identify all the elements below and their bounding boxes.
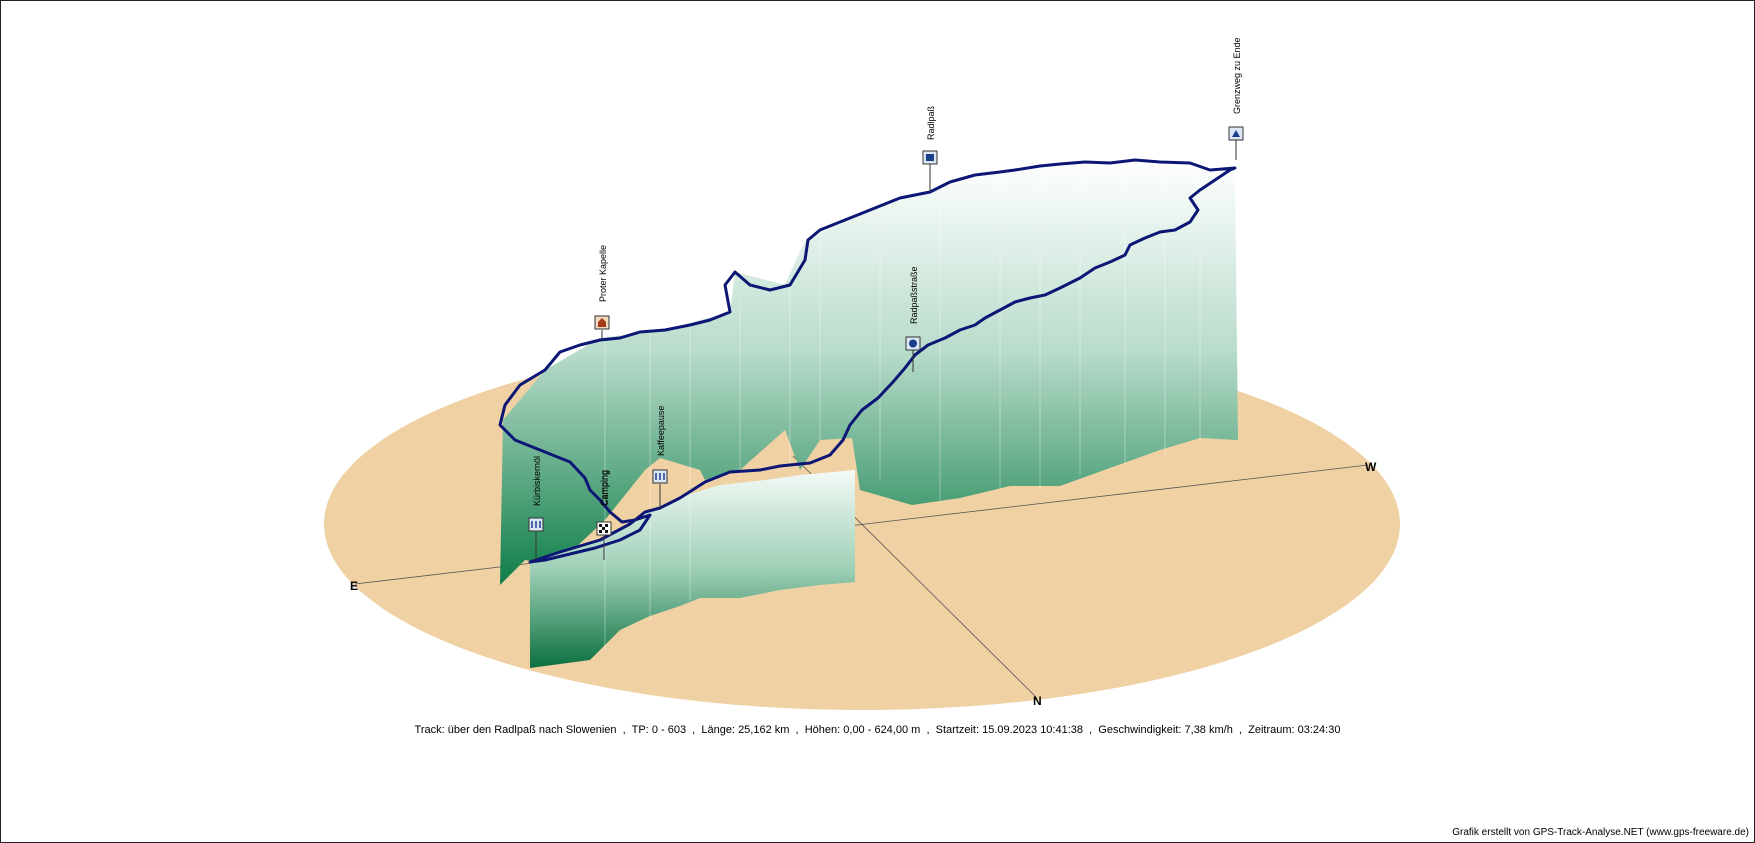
waypoint-label: Radlpaß — [926, 105, 936, 140]
summit-icon-glyph — [1232, 130, 1240, 137]
start-label: Startzeit: — [935, 724, 980, 736]
track-stats-line: Track: über den Radlpaß nach Slowenien ,… — [414, 724, 1341, 736]
restaurant-icon-glyph — [531, 521, 541, 528]
waypoint-label: Camping — [599, 470, 609, 506]
duration-label: Zeitraum: — [1248, 724, 1295, 736]
length-value: 25,162 km — [738, 724, 790, 736]
track-label: Track: — [414, 724, 445, 736]
waypoint-radlpass[interactable]: Radlpaß — [922, 105, 938, 192]
waypoint-grenzweg[interactable]: Grenzweg zu Ende — [1228, 37, 1244, 160]
heights-value: 0,00 - 624,00 m — [843, 724, 921, 736]
credit-text[interactable]: Grafik erstellt von GPS-Track-Analyse.NE… — [1452, 827, 1749, 838]
wall-column-shading — [604, 160, 1201, 650]
compass-west: W — [1365, 460, 1377, 474]
waypoint-kaffeepause[interactable]: Kaffeepause — [652, 406, 668, 508]
waypoint-label: Proter Kapelle — [598, 245, 608, 302]
waypoint-label: Camping — [600, 470, 610, 506]
tp-label: TP: — [631, 724, 649, 736]
waypoint-kuerbiskernoel[interactable]: Kürbiskernöl — [528, 456, 544, 560]
duration-value: 03:24:30 — [1297, 724, 1341, 736]
restaurant-icon-glyph — [655, 473, 665, 480]
compass-north: N — [1033, 694, 1042, 708]
info-icon-glyph — [909, 339, 917, 348]
axis-east-west — [354, 464, 1369, 585]
pass-icon-glyph — [926, 154, 934, 161]
waypoint-camping[interactable]: Camping — [599, 470, 609, 506]
waypoint-label: Grenzweg zu Ende — [1232, 37, 1242, 114]
elevation-wall-back — [500, 160, 1238, 585]
waypoint-camping-finish[interactable]: Camping — [596, 470, 612, 560]
waypoint-label: Radpaßstraße — [909, 266, 919, 324]
waypoint-proter-kapelle[interactable]: Proter Kapelle — [594, 245, 610, 340]
finish-flag-icon-glyph — [599, 524, 608, 533]
speed-label: Geschwindigkeit: — [1098, 724, 1182, 736]
waypoint-radpassstrasse[interactable]: Radpaßstraße — [905, 266, 921, 372]
length-label: Länge: — [701, 724, 735, 736]
compass-east: E — [350, 579, 358, 593]
speed-value: 7,38 km/h — [1184, 724, 1233, 736]
tp-value: 0 - 603 — [651, 724, 687, 736]
waypoint-label: Kaffeepause — [656, 406, 666, 456]
elevation-wall-front — [530, 470, 855, 668]
start-value: 15.09.2023 10:41:38 — [982, 724, 1084, 736]
gps-track-line — [498, 158, 1237, 564]
chapel-icon-glyph — [598, 318, 606, 327]
waypoint-label: Kürbiskernöl — [532, 456, 542, 506]
track-name: über den Radlpaß nach Slowenien — [447, 724, 617, 736]
heights-label: Höhen: — [804, 724, 841, 736]
